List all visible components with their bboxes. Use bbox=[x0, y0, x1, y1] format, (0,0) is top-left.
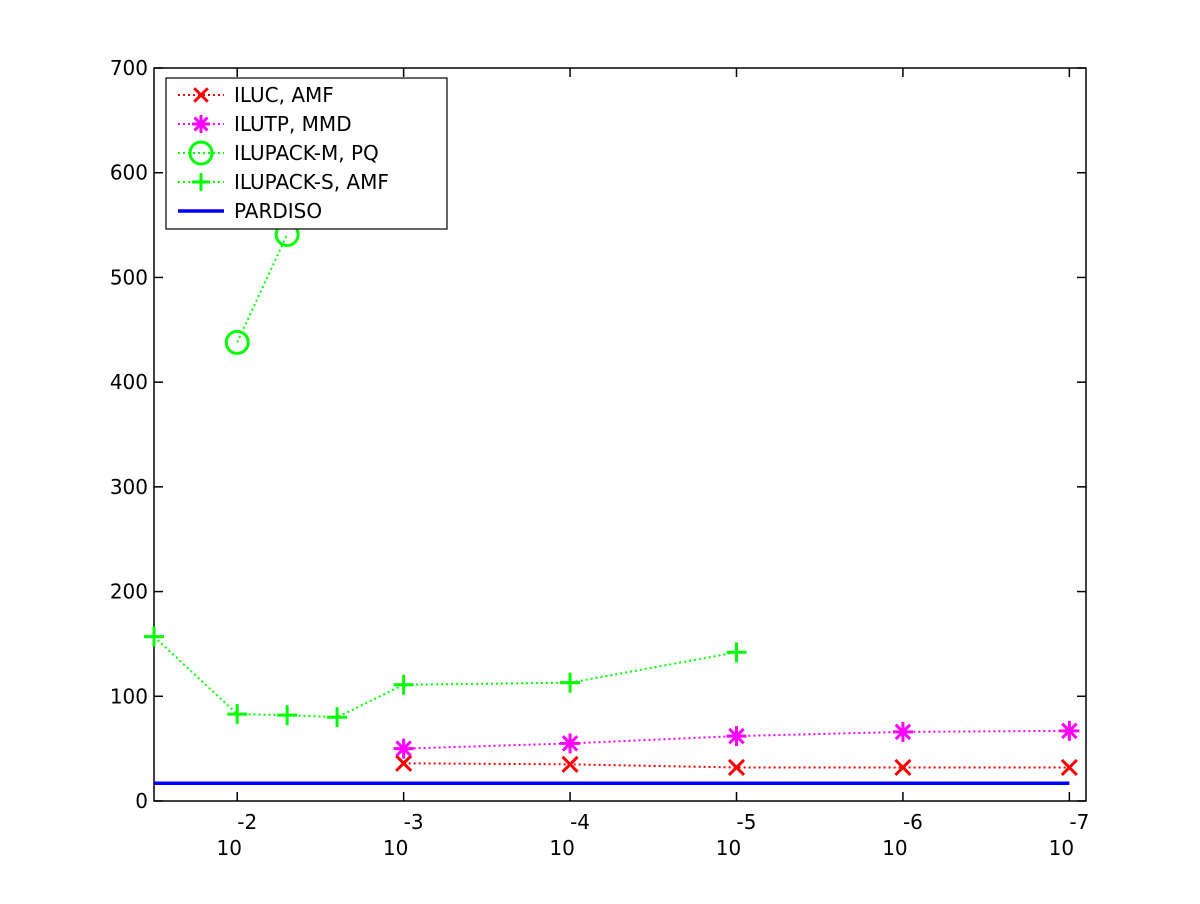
axes: 010020030040050060070010-210-310-410-510… bbox=[110, 56, 1090, 860]
legend-item: ILUPACK-M, PQ bbox=[178, 140, 379, 166]
legend-item: ILUPACK-S, AMF bbox=[178, 170, 389, 194]
legend: ILUC, AMF ILUTP, MMD ILUPACK-M, PQ ILUPACK-… bbox=[165, 77, 448, 230]
data-point bbox=[395, 754, 413, 772]
data-point bbox=[393, 674, 414, 695]
data-point bbox=[193, 87, 209, 103]
x-tick-label-base: 10 bbox=[383, 836, 408, 860]
x-tick-label-base: 10 bbox=[216, 836, 241, 860]
data-point bbox=[560, 733, 581, 754]
data-point bbox=[227, 704, 248, 725]
series-layer bbox=[144, 221, 1080, 785]
data-point bbox=[188, 140, 214, 166]
x-tick-label-power: -5 bbox=[737, 810, 757, 834]
data-point bbox=[727, 758, 746, 777]
y-tick-label: 200 bbox=[110, 580, 148, 604]
legend-item: ILUC, AMF bbox=[178, 83, 334, 107]
data-point bbox=[393, 738, 414, 759]
y-tick-label: 100 bbox=[110, 684, 148, 708]
x-tick-label-base: 10 bbox=[1049, 836, 1074, 860]
data-point bbox=[561, 755, 579, 773]
data-point bbox=[277, 705, 298, 726]
data-point bbox=[892, 721, 913, 742]
y-tick-label: 500 bbox=[110, 265, 148, 289]
data-point bbox=[144, 626, 164, 647]
data-point bbox=[726, 642, 747, 663]
x-tick-label-power: -6 bbox=[903, 810, 923, 834]
x-tick-label-base: 10 bbox=[549, 836, 574, 860]
data-point bbox=[192, 115, 210, 133]
data-point bbox=[192, 173, 210, 191]
series-1 bbox=[393, 720, 1080, 759]
y-tick-label: 600 bbox=[110, 161, 148, 185]
y-tick-label: 400 bbox=[110, 370, 148, 394]
series-0 bbox=[395, 754, 1078, 777]
y-tick-label: 700 bbox=[110, 56, 148, 80]
series-line bbox=[403, 762, 1070, 769]
x-tick-label-power: -2 bbox=[237, 810, 257, 834]
legend-label: ILUC, AMF bbox=[234, 83, 334, 107]
y-tick-label: 300 bbox=[110, 475, 148, 499]
legend-label: ILUTP, MMD bbox=[234, 112, 352, 136]
legend-label: ILUPACK-M, PQ bbox=[234, 141, 379, 165]
data-point bbox=[1060, 758, 1078, 777]
x-tick-label-power: -4 bbox=[570, 810, 590, 834]
data-point bbox=[224, 329, 250, 355]
x-tick-label-base: 10 bbox=[716, 836, 741, 860]
data-point bbox=[560, 672, 581, 693]
series-3 bbox=[144, 626, 747, 728]
series-line bbox=[403, 729, 1070, 750]
y-tick-label: 0 bbox=[135, 789, 148, 813]
data-point bbox=[894, 758, 912, 777]
x-tick-label-base: 10 bbox=[882, 836, 907, 860]
legend-label: ILUPACK-S, AMF bbox=[234, 170, 389, 194]
legend-item: ILUTP, MMD bbox=[178, 112, 352, 136]
data-point bbox=[1059, 720, 1080, 741]
x-tick-label-power: -3 bbox=[404, 810, 424, 834]
legend-item: PARDISO bbox=[178, 199, 322, 223]
data-point bbox=[726, 726, 747, 747]
x-tick-label-power: -7 bbox=[1069, 810, 1089, 834]
legend-label: PARDISO bbox=[234, 199, 322, 223]
data-point bbox=[327, 707, 348, 728]
